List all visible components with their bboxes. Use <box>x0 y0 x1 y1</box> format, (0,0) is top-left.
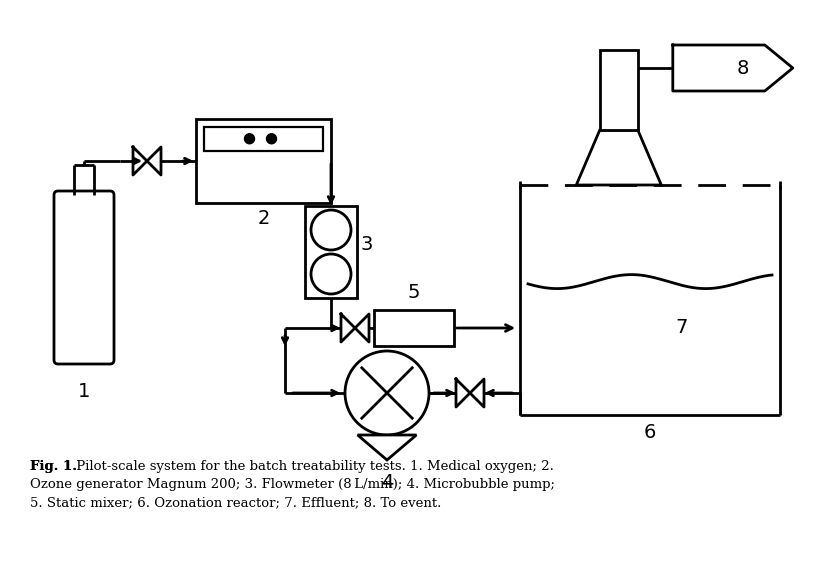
Text: Fig. 1.: Fig. 1. <box>30 460 77 473</box>
Text: 3: 3 <box>361 235 373 253</box>
Text: 2: 2 <box>257 209 270 228</box>
Text: 6: 6 <box>643 423 656 442</box>
Text: 4: 4 <box>380 473 393 492</box>
Circle shape <box>266 134 276 144</box>
Bar <box>196 119 331 203</box>
Text: 1: 1 <box>78 382 90 401</box>
Circle shape <box>345 351 429 435</box>
Text: 5: 5 <box>408 283 420 302</box>
Circle shape <box>311 210 351 250</box>
Polygon shape <box>357 435 417 460</box>
Text: Pilot-scale system for the batch treatability tests. 1. Medical oxygen; 2.: Pilot-scale system for the batch treatab… <box>72 460 554 473</box>
Bar <box>204 127 323 150</box>
Bar <box>600 50 638 130</box>
Text: 5. Static mixer; 6. Ozonation reactor; 7. Effluent; 8. To event.: 5. Static mixer; 6. Ozonation reactor; 7… <box>30 496 442 509</box>
Bar <box>374 310 454 346</box>
Text: 8: 8 <box>737 58 749 77</box>
Text: 7: 7 <box>675 318 687 337</box>
Text: Ozone generator Magnum 200; 3. Flowmeter (8 L/min); 4. Microbubble pump;: Ozone generator Magnum 200; 3. Flowmeter… <box>30 478 555 491</box>
Circle shape <box>245 134 255 144</box>
Bar <box>305 206 357 298</box>
Circle shape <box>311 254 351 294</box>
FancyBboxPatch shape <box>54 191 114 364</box>
Polygon shape <box>576 130 662 185</box>
Text: Fig. 1.: Fig. 1. <box>30 460 77 473</box>
